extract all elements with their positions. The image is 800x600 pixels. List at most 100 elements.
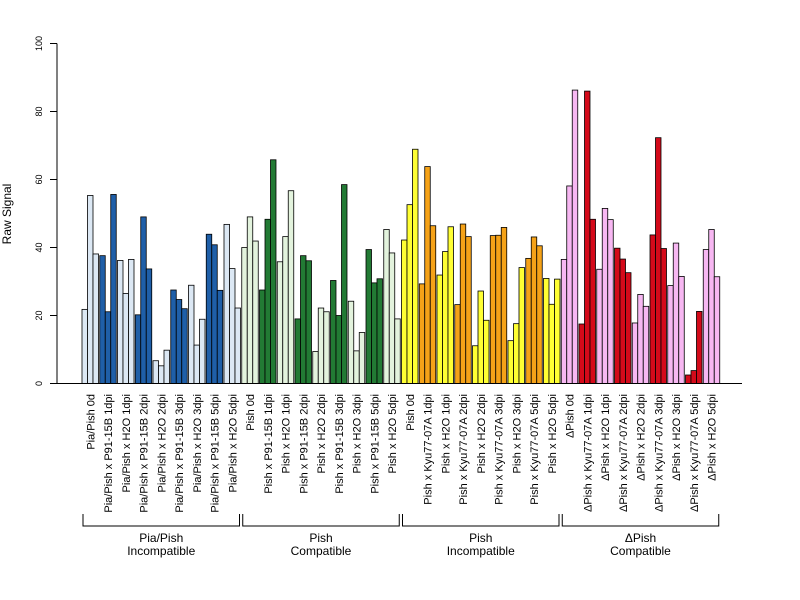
x-tick-label: Pia/Pish x P91-15B 3dpi bbox=[174, 394, 186, 513]
x-tick-label: Pish x H2O 3dpi bbox=[511, 394, 523, 473]
bar bbox=[163, 349, 170, 384]
bar bbox=[442, 251, 449, 384]
bar bbox=[104, 311, 112, 384]
group-bracket bbox=[82, 514, 240, 527]
group-label: Pish bbox=[309, 531, 332, 545]
bar bbox=[229, 268, 236, 384]
bar bbox=[554, 278, 561, 384]
bar bbox=[241, 247, 248, 384]
y-tick-label: 0 bbox=[34, 381, 44, 386]
bar bbox=[347, 300, 355, 384]
bar bbox=[584, 90, 591, 384]
bar bbox=[702, 249, 710, 384]
bar bbox=[145, 268, 153, 384]
x-tick-label: ΔPish x Kyu77-07A 5dpi bbox=[689, 394, 701, 512]
x-tick-label: Pish 0d bbox=[245, 394, 257, 431]
x-tick-label: Pish x Kyu77-07A 2dpi bbox=[458, 394, 470, 505]
x-tick-label: Pish x P91-15B 5dpi bbox=[369, 394, 381, 494]
bar bbox=[690, 370, 697, 384]
bar bbox=[383, 229, 390, 384]
x-tick-label: Pish x Kyu77-07A 1dpi bbox=[423, 394, 435, 505]
bar bbox=[489, 235, 497, 384]
group-sublabel: Compatible bbox=[610, 544, 671, 558]
bar bbox=[424, 166, 431, 384]
bar bbox=[459, 223, 467, 384]
bar bbox=[122, 292, 129, 384]
bar bbox=[99, 255, 106, 384]
bar bbox=[300, 255, 307, 384]
bar bbox=[667, 285, 674, 384]
bar bbox=[436, 274, 443, 384]
bar bbox=[708, 229, 715, 384]
bar bbox=[614, 247, 621, 384]
bar bbox=[548, 303, 555, 384]
bar bbox=[175, 299, 183, 384]
x-tick-label: ΔPish x Kyu77-07A 2dpi bbox=[618, 394, 630, 512]
group-brackets: Pia/PishIncompatiblePishCompatiblePishIn… bbox=[82, 514, 720, 558]
group-bracket bbox=[242, 514, 400, 527]
bar bbox=[530, 236, 538, 384]
bar bbox=[678, 275, 685, 384]
x-tick-label: ΔPish x H2O 2dpi bbox=[636, 394, 648, 481]
bar bbox=[672, 242, 680, 384]
x-tick-label: Pia/Pish x P91-15B 2dpi bbox=[139, 394, 151, 513]
bar bbox=[655, 137, 662, 384]
group-bracket bbox=[561, 514, 720, 527]
bar bbox=[637, 294, 644, 384]
bar bbox=[472, 345, 479, 384]
bar bbox=[188, 284, 195, 384]
x-tick-label: Pish 0d bbox=[405, 394, 417, 431]
bar bbox=[317, 307, 325, 384]
bar bbox=[371, 282, 378, 384]
bar bbox=[341, 184, 348, 384]
x-tick-label: Pia/Pish x H2O 5dpi bbox=[227, 394, 239, 492]
bar bbox=[596, 268, 603, 384]
bar bbox=[500, 227, 508, 384]
group-label: Pish bbox=[469, 531, 492, 545]
x-tick-label: Pia/Pish x H2O 3dpi bbox=[192, 394, 204, 492]
bar bbox=[601, 207, 609, 384]
bar bbox=[81, 308, 88, 384]
bar bbox=[536, 245, 543, 384]
bar bbox=[170, 289, 177, 384]
bar bbox=[282, 236, 289, 384]
y-axis-label: Raw Signal bbox=[0, 184, 14, 245]
group-sublabel: Compatible bbox=[291, 544, 352, 558]
group-sublabel: Incompatible bbox=[447, 544, 515, 558]
bar bbox=[246, 216, 254, 384]
x-tick-label: ΔPish x Kyu77-07A 1dpi bbox=[582, 394, 594, 512]
y-tick-label: 100 bbox=[34, 36, 44, 51]
x-tick-label: Pia/Pish x H2O 1dpi bbox=[121, 394, 133, 492]
x-tick-label: Pish x P91-15B 1dpi bbox=[263, 394, 275, 494]
bar bbox=[465, 236, 472, 384]
y-tick-label: 20 bbox=[34, 310, 44, 320]
bar bbox=[642, 305, 650, 384]
y-tick-label: 40 bbox=[34, 242, 44, 252]
bar bbox=[87, 195, 94, 384]
bar bbox=[394, 318, 401, 384]
x-tick-label: ΔPish x H2O 5dpi bbox=[707, 394, 719, 481]
bar bbox=[696, 311, 703, 384]
bar bbox=[571, 89, 579, 384]
bars bbox=[81, 89, 721, 384]
bar bbox=[92, 253, 99, 384]
bar bbox=[418, 283, 426, 384]
bar bbox=[566, 185, 573, 384]
bar bbox=[134, 314, 142, 384]
bar bbox=[513, 323, 520, 384]
bar bbox=[685, 374, 692, 384]
x-tick-labels: Pia/Pish 0d Pia/Pish x P91-15B 1dpi Pia/Pi… bbox=[85, 394, 718, 513]
group-label: ΔPish bbox=[625, 531, 656, 545]
bar bbox=[276, 261, 284, 384]
bar bbox=[560, 258, 568, 384]
group-label: Pia/Pish bbox=[139, 531, 183, 545]
bar bbox=[649, 234, 656, 384]
x-tick-label: ΔPish x Kyu77-07A 3dpi bbox=[653, 394, 665, 512]
bar bbox=[181, 308, 188, 384]
bar bbox=[193, 344, 200, 384]
bar bbox=[287, 190, 295, 384]
bar bbox=[495, 234, 502, 384]
y-tick-label: 80 bbox=[34, 106, 44, 116]
bar bbox=[607, 219, 614, 384]
bar bbox=[152, 360, 159, 384]
